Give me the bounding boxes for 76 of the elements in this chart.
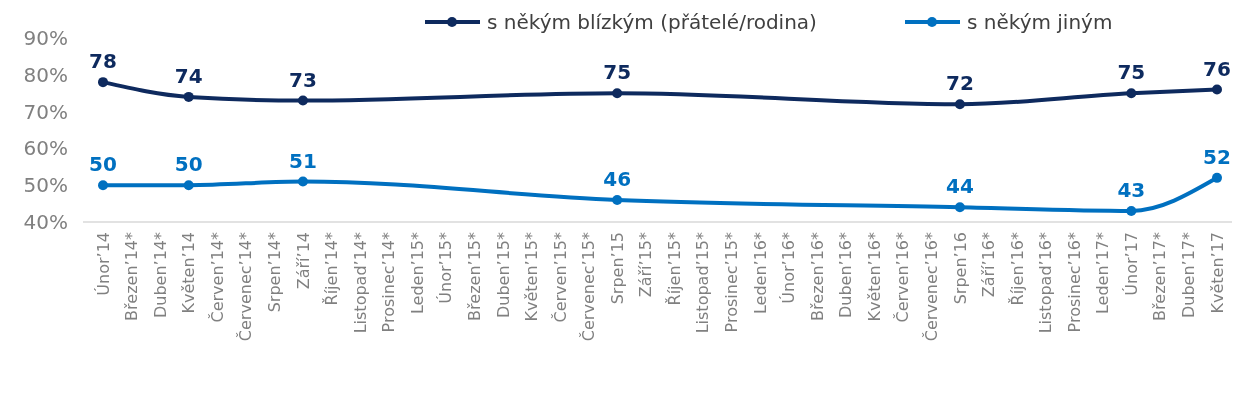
point: [1212, 172, 1222, 183]
point: [183, 180, 194, 191]
x-tick-label: Říjen’15*: [664, 232, 684, 306]
x-tick-label: Srpen’15: [607, 232, 627, 305]
y-tick-label: 90%: [23, 26, 68, 50]
y-tick-label: 60%: [23, 136, 68, 161]
point: [1126, 88, 1137, 99]
y-tick-label: 80%: [23, 62, 68, 87]
data-label: 43: [1117, 177, 1146, 202]
point: [1126, 205, 1137, 216]
x-tick-label: Červenec’15*: [579, 232, 599, 342]
point: [297, 176, 308, 187]
x-tick-label: Únor’17: [1121, 232, 1141, 296]
x-tick-label: Září’14: [293, 232, 313, 290]
data-label: 51: [289, 148, 317, 173]
x-tick-label: Srpen’16: [950, 232, 970, 305]
x-tick-label: Březen’14*: [122, 232, 142, 321]
x-tick-label: Leden’16*: [750, 232, 770, 315]
y-tick-label: 50%: [23, 173, 68, 198]
x-tick-label: Prosinec’15*: [722, 232, 742, 333]
x-tick-label: Listopad’15*: [693, 232, 713, 334]
x-tick-label: Leden’17*: [1093, 232, 1113, 315]
point: [98, 180, 108, 191]
x-tick-label: Říjen’16*: [1007, 232, 1027, 306]
data-label: 73: [289, 67, 317, 92]
x-tick-label: Duben’15*: [493, 232, 513, 319]
point: [954, 202, 965, 213]
point: [612, 88, 623, 99]
data-label: 50: [174, 152, 203, 177]
x-tick-label: Duben’17*: [1179, 232, 1199, 319]
x-tick-label: Duben’14*: [150, 232, 170, 319]
x-tick-label: Červen’14*: [207, 232, 227, 323]
data-label: 50: [89, 152, 117, 177]
x-tick-label: Říjen’14*: [322, 232, 342, 306]
x-tick-label: Červen’16*: [893, 232, 913, 323]
legend-label: s někým blízkým (přátelé/rodina): [487, 10, 817, 34]
data-label: 75: [1117, 60, 1146, 85]
x-tick-label: Únor’15*: [436, 232, 456, 304]
x-tick-label: Březen’16*: [807, 232, 827, 321]
x-tick-label: Prosinec’14*: [379, 232, 399, 333]
x-tick-label: Leden’15*: [407, 232, 427, 315]
data-label: 72: [946, 71, 974, 96]
point: [183, 91, 194, 102]
x-tick-label: Září’15*: [636, 232, 656, 298]
x-tick-label: Duben’16*: [836, 232, 856, 319]
x-tick-label: Září’16*: [979, 232, 999, 298]
x-tick-label: Listopad’14*: [350, 232, 370, 334]
data-label: 46: [603, 166, 632, 191]
data-label: 78: [89, 49, 117, 74]
data-label: 76: [1203, 56, 1231, 81]
point: [612, 194, 623, 205]
y-tick-label: 40%: [23, 210, 68, 234]
legend-label: s někým jiným: [967, 10, 1113, 34]
data-label: 52: [1203, 144, 1231, 169]
point: [954, 99, 965, 110]
point: [98, 77, 108, 88]
point: [297, 95, 308, 106]
x-tick-label: Únor’16*: [779, 232, 799, 304]
x-tick-label: Květen’14: [179, 232, 199, 314]
x-tick-label: Červen’15*: [550, 232, 570, 323]
point: [1212, 84, 1222, 95]
x-tick-label: Prosinec’16*: [1064, 232, 1084, 333]
data-label: 75: [603, 60, 632, 85]
x-tick-label: Srpen’14*: [264, 232, 284, 313]
x-tick-label: Červenec’14*: [236, 232, 256, 342]
x-tick-label: Únor’14: [93, 232, 113, 296]
x-tick-label: Květen’17: [1207, 232, 1227, 314]
x-tick-label: Květen’16*: [864, 232, 884, 322]
x-tick-label: Březen’15*: [464, 232, 484, 321]
x-tick-label: Červenec’16*: [921, 232, 941, 342]
x-tick-label: Březen’17*: [1150, 232, 1170, 321]
x-tick-label: Listopad’16*: [1036, 232, 1056, 334]
data-label: 74: [174, 63, 203, 88]
data-label: 44: [946, 174, 974, 199]
y-tick-label: 70%: [23, 99, 68, 124]
x-tick-label: Květen’15*: [522, 232, 542, 322]
